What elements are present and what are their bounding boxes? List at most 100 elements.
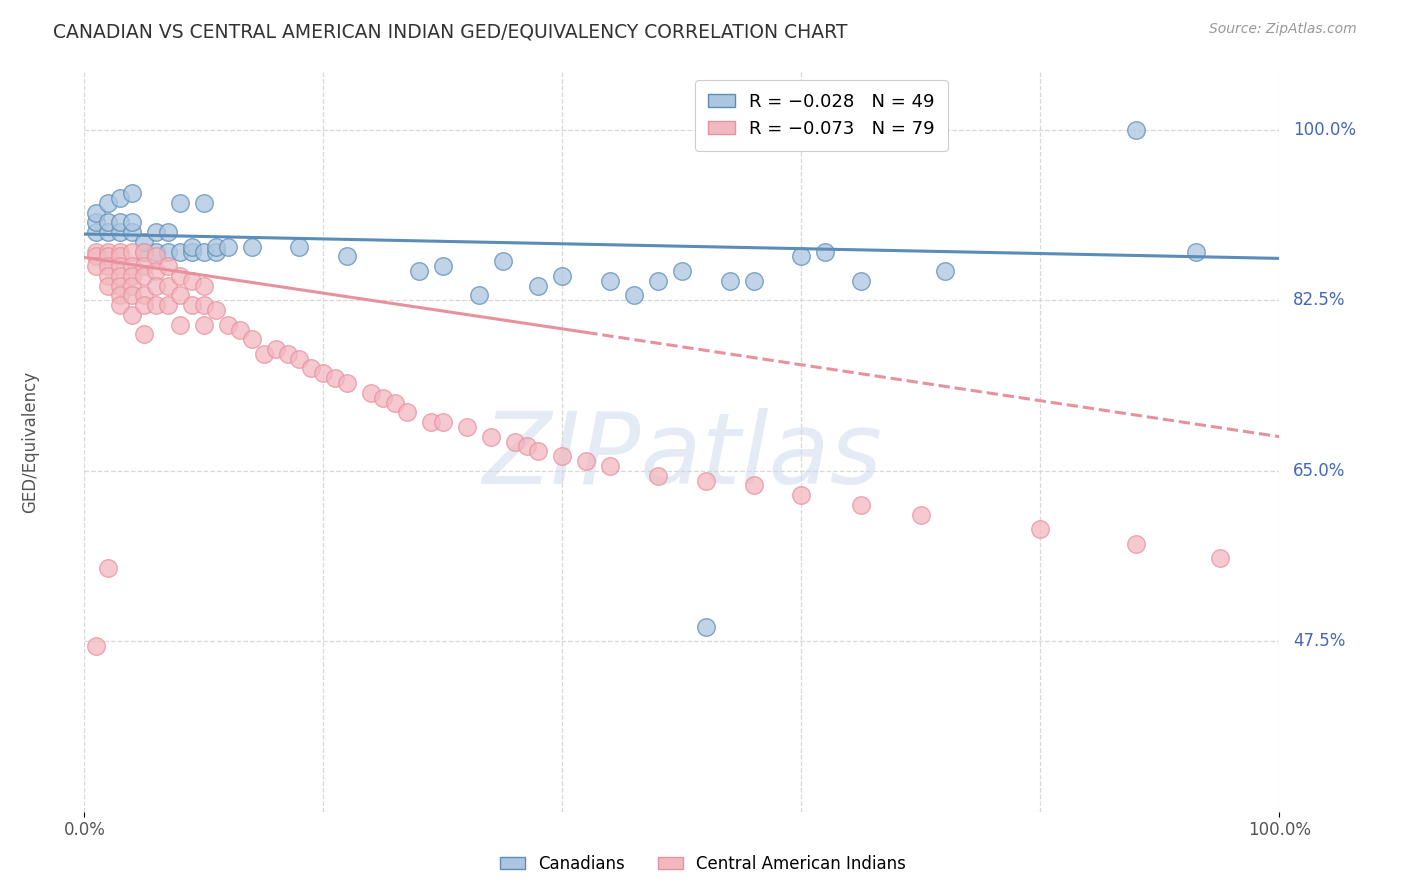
Point [110, 215, 132, 229]
Point [132, 244, 156, 259]
Point [1125, 123, 1147, 137]
Point [157, 259, 180, 273]
Point [97, 225, 120, 239]
Point [193, 195, 215, 210]
Point [181, 240, 204, 254]
Point [169, 268, 191, 283]
Point [456, 420, 478, 434]
Point [181, 298, 204, 312]
Point [121, 244, 143, 259]
Point [695, 619, 717, 633]
Point [169, 195, 191, 210]
Text: CANADIAN VS CENTRAL AMERICAN INDIAN GED/EQUIVALENCY CORRELATION CHART: CANADIAN VS CENTRAL AMERICAN INDIAN GED/… [53, 22, 848, 41]
Point [86, 639, 108, 653]
Point [157, 298, 180, 312]
Point [647, 274, 669, 288]
Point [420, 415, 443, 429]
Point [110, 259, 132, 273]
Point [1209, 551, 1232, 566]
Point [492, 254, 515, 268]
Point [97, 278, 120, 293]
Point [575, 454, 598, 468]
Point [132, 327, 156, 342]
Text: 82.5%: 82.5% [1294, 292, 1346, 310]
Point [205, 244, 228, 259]
Point [551, 268, 574, 283]
Point [145, 244, 167, 259]
Point [288, 351, 311, 366]
Text: Source: ZipAtlas.com: Source: ZipAtlas.com [1209, 22, 1357, 37]
Text: 100.0%: 100.0% [1294, 120, 1357, 139]
Point [527, 444, 550, 458]
Point [408, 264, 430, 278]
Point [336, 250, 359, 264]
Point [145, 278, 167, 293]
Point [97, 250, 120, 264]
Point [121, 278, 143, 293]
Point [516, 439, 538, 453]
Point [695, 474, 717, 488]
Point [193, 318, 215, 332]
Point [97, 244, 120, 259]
Text: ZIPatlas: ZIPatlas [482, 408, 882, 505]
Point [432, 259, 454, 273]
Point [312, 367, 335, 381]
Point [132, 288, 156, 302]
Point [97, 259, 120, 273]
Point [599, 458, 621, 473]
Point [790, 250, 813, 264]
Point [86, 225, 108, 239]
Point [132, 298, 156, 312]
Point [86, 259, 108, 273]
Point [132, 268, 156, 283]
Point [253, 347, 276, 361]
Point [86, 244, 108, 259]
Point [193, 278, 215, 293]
Point [86, 205, 108, 219]
Point [97, 268, 120, 283]
Point [468, 288, 491, 302]
Point [396, 405, 419, 419]
Point [288, 240, 311, 254]
Point [121, 268, 143, 283]
Point [934, 264, 956, 278]
Point [373, 391, 395, 405]
Point [432, 415, 454, 429]
Point [301, 361, 323, 376]
Point [503, 434, 526, 449]
Point [384, 395, 406, 409]
Point [110, 225, 132, 239]
Point [121, 225, 143, 239]
Point [157, 225, 180, 239]
Point [551, 449, 574, 463]
Point [325, 371, 347, 385]
Point [360, 385, 382, 400]
Point [599, 274, 621, 288]
Point [790, 488, 813, 502]
Point [110, 250, 132, 264]
Point [623, 288, 645, 302]
Point [671, 264, 693, 278]
Point [110, 298, 132, 312]
Point [121, 215, 143, 229]
Point [132, 235, 156, 249]
Point [851, 274, 873, 288]
Point [217, 240, 239, 254]
Point [169, 318, 191, 332]
Point [145, 264, 167, 278]
Legend: R = −0.028   N = 49, R = −0.073   N = 79: R = −0.028 N = 49, R = −0.073 N = 79 [696, 80, 948, 151]
Point [205, 303, 228, 318]
Point [157, 244, 180, 259]
Point [157, 278, 180, 293]
Point [121, 288, 143, 302]
Point [145, 298, 167, 312]
Point [527, 278, 550, 293]
Point [910, 508, 932, 522]
Point [121, 186, 143, 201]
Point [86, 250, 108, 264]
Point [851, 498, 873, 512]
Point [97, 561, 120, 575]
Text: 47.5%: 47.5% [1294, 632, 1346, 650]
Point [86, 215, 108, 229]
Point [193, 298, 215, 312]
